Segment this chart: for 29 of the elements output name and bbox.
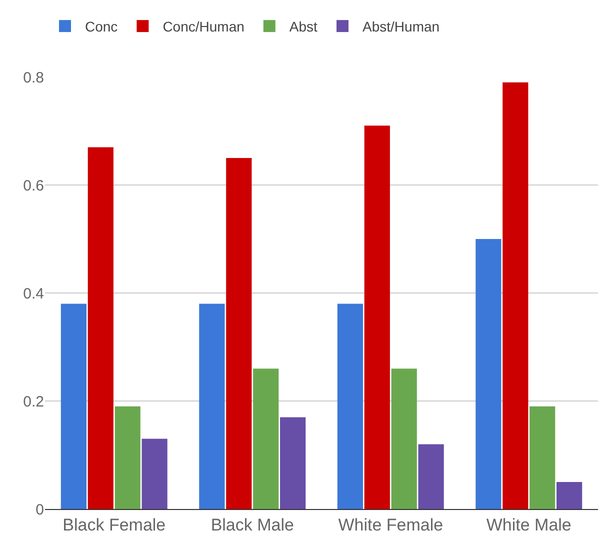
bar <box>253 368 279 509</box>
bar <box>60 304 86 509</box>
legend-label: Conc <box>85 18 118 34</box>
y-tick-label: 0.6 <box>23 177 44 194</box>
bar <box>142 438 168 509</box>
x-tick-label: White Male <box>486 515 572 534</box>
bar <box>530 406 556 509</box>
bar <box>364 126 390 509</box>
bar <box>556 482 582 509</box>
bar <box>280 417 306 509</box>
bar <box>88 147 114 509</box>
legend-label: Abst <box>289 18 318 34</box>
y-tick-label: 0.4 <box>23 285 44 302</box>
x-tick-label: Black Female <box>62 515 166 534</box>
bar <box>391 368 417 509</box>
bar <box>114 406 140 509</box>
legend-label: Abst/Human <box>362 18 440 34</box>
bar <box>502 82 528 509</box>
bar <box>199 304 225 509</box>
x-tick-label: Black Male <box>210 515 294 534</box>
legend-label: Conc/Human <box>162 18 244 34</box>
x-tick-label: White Female <box>338 515 444 534</box>
y-tick-label: 0 <box>36 501 44 518</box>
bar <box>476 239 502 509</box>
bar <box>418 444 444 509</box>
bar <box>337 304 363 509</box>
y-tick-label: 0.8 <box>23 69 44 86</box>
bar <box>226 158 252 509</box>
y-tick-label: 0.2 <box>23 393 44 410</box>
